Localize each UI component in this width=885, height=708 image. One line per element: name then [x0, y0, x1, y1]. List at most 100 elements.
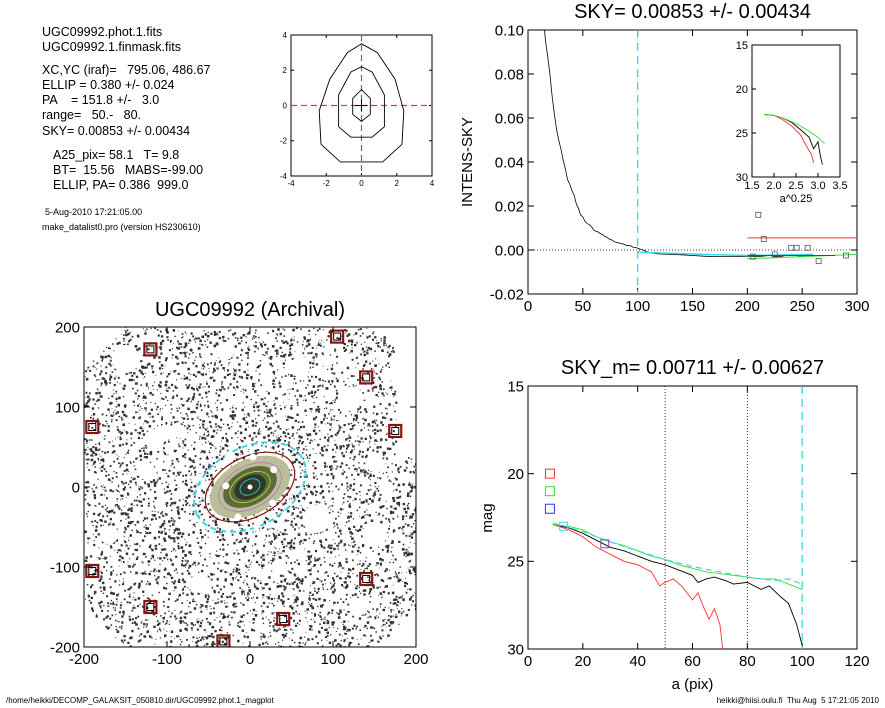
- mag-xtick-label: 60: [684, 653, 701, 670]
- inset-ytick-label: 30: [736, 172, 748, 184]
- info-range: range= 50.- 80.: [42, 108, 142, 122]
- archival-sky-box: [216, 634, 231, 647]
- centroid-ytick-label: -2: [280, 137, 288, 146]
- sky-ytick-label: 0.10: [495, 22, 524, 39]
- archival-ytick-label: 200: [55, 319, 80, 336]
- archival-sky-box-inner: [88, 567, 97, 575]
- archival-ytick-label: -200: [50, 639, 80, 656]
- sky-green-line: [747, 253, 858, 260]
- archival-mask-blob: [190, 573, 211, 593]
- centroid-contour: [352, 88, 371, 122]
- archival-mask-blob: [144, 429, 165, 449]
- archival-mask-blob: [191, 327, 210, 331]
- mag-series-cyan-dashed: [552, 522, 803, 585]
- archival-mask-blob: [289, 357, 310, 377]
- archival-sky-box: [388, 423, 403, 439]
- sky-xtick-label: 150: [680, 298, 705, 315]
- sky-title: SKY= 0.00853 +/- 0.00434: [574, 1, 811, 23]
- archival-mask-blob: [271, 559, 288, 575]
- archival-xtick-label: 0: [246, 651, 254, 668]
- footer-user: heikki@hiisi.oulu.fi Thu Aug 5 17:21:05 …: [716, 696, 879, 705]
- mag-xtick-label: 0: [524, 653, 532, 670]
- mag-legend-marker-red: [544, 468, 555, 479]
- inset-xtick-label: 2.0: [766, 180, 781, 192]
- galaxy-star-mask: [249, 453, 257, 461]
- archival-xtick-label: -100: [152, 651, 182, 668]
- sky-marker: [771, 251, 778, 258]
- archival-sky-box-inner: [88, 423, 97, 431]
- galaxy-star-mask: [222, 482, 230, 490]
- mag-ytick-label: 15: [507, 378, 524, 395]
- inset-xtick-label: 2.5: [788, 180, 803, 192]
- info-file-phot: UGC09992.phot.1.fits: [42, 25, 163, 39]
- info-file-mask: UGC09992.1.finmask.fits: [42, 40, 181, 54]
- sky-xtick-label: 250: [790, 298, 815, 315]
- sky-marker: [843, 252, 849, 259]
- sky-profile: [544, 29, 814, 258]
- info-pa: PA = 151.8 +/- 3.0: [42, 93, 160, 107]
- archival-mask-blob: [362, 523, 387, 547]
- archival-sky-box-inner: [146, 603, 155, 611]
- info-bt: BT= 15.56 MABS=-99.00: [53, 163, 204, 177]
- archival-mask-blob: [348, 598, 367, 616]
- sky-xtick-label: 0: [524, 298, 532, 315]
- centroid-xtick-label: -2: [323, 179, 331, 188]
- galaxy-contour: [239, 478, 261, 496]
- archival-xtick-label: 100: [320, 651, 345, 668]
- centroid-ytick-label: 4: [283, 31, 288, 40]
- mag-title: SKY_m= 0.00711 +/- 0.00627: [561, 357, 824, 379]
- archival-sky-box: [143, 342, 158, 357]
- info-ellip-pa: ELLIP, PA= 0.386 999.0: [53, 178, 189, 192]
- inset-ytick-label: 20: [736, 84, 748, 96]
- archival-sky-box-inner: [362, 373, 371, 382]
- centroid-xtick-label: 2: [395, 179, 400, 188]
- info-center: XC,YC (iraf)= 795.06, 486.67: [42, 63, 211, 77]
- galaxy-star-mask: [269, 499, 277, 507]
- sky-xtick-label: 100: [625, 298, 650, 315]
- archival-sky-box-inner: [146, 345, 155, 354]
- centroid-ytick-label: -4: [280, 172, 288, 181]
- archival-mask-blob: [99, 526, 118, 544]
- sky-ytick-label: 0.00: [495, 242, 524, 259]
- mag-ytick-label: 30: [507, 641, 524, 658]
- inset-ytick-label: 15: [736, 40, 748, 52]
- sky-ytick-label: 0.06: [495, 110, 524, 127]
- galaxy-star-mask: [270, 466, 278, 474]
- archival-sky-box-inner: [333, 332, 342, 341]
- sky-xtick-label: 200: [735, 298, 760, 315]
- archival-ytick-label: 0: [72, 479, 80, 496]
- inset-xtick-label: 3.5: [832, 180, 847, 192]
- galaxy-star-mask: [225, 452, 233, 460]
- sky-marker: [793, 244, 800, 251]
- galaxy-ellipse-outer: [193, 441, 307, 533]
- mag-frame: [527, 385, 858, 650]
- mag-legend-marker-blue: [544, 503, 555, 514]
- centroid-ytick-label: 0: [283, 101, 288, 110]
- archival-mask-blob: [365, 454, 384, 472]
- galaxy-ellipse: [204, 451, 296, 523]
- info-sky: SKY= 0.00853 +/- 0.00434: [42, 124, 191, 138]
- archival-mask-blob: [111, 345, 140, 373]
- archival-mask-blob: [216, 342, 235, 360]
- archival-sky-box: [143, 599, 158, 615]
- mag-ytick-label: 20: [507, 466, 524, 483]
- galaxy-star-mask: [253, 522, 261, 530]
- archival-sky-box: [330, 329, 345, 344]
- sky-ylabel: INTENS-SKY: [459, 117, 476, 207]
- inset-frame: [751, 44, 841, 178]
- centroid-xtick-label: -4: [287, 179, 295, 188]
- centroid-xtick-label: 4: [430, 179, 435, 188]
- mag-xtick-label: 40: [629, 653, 646, 670]
- mag-xtick-label: 20: [574, 653, 591, 670]
- centroid-contour: [338, 66, 385, 138]
- archival-title: UGC09992 (Archival): [155, 299, 345, 321]
- archival-sky-box-inner: [362, 575, 371, 583]
- sky-marker: [815, 258, 822, 264]
- mag-xtick-label: 120: [844, 653, 869, 670]
- mag-series-black: [552, 524, 803, 646]
- archival-sky-box-inner: [219, 637, 228, 646]
- archival-xtick-label: 200: [403, 651, 428, 668]
- galaxy-nucleus: [247, 484, 253, 490]
- archival-mask-blob: [302, 505, 331, 533]
- info-date: 5-Aug-2010 17:21:05.00: [45, 207, 143, 217]
